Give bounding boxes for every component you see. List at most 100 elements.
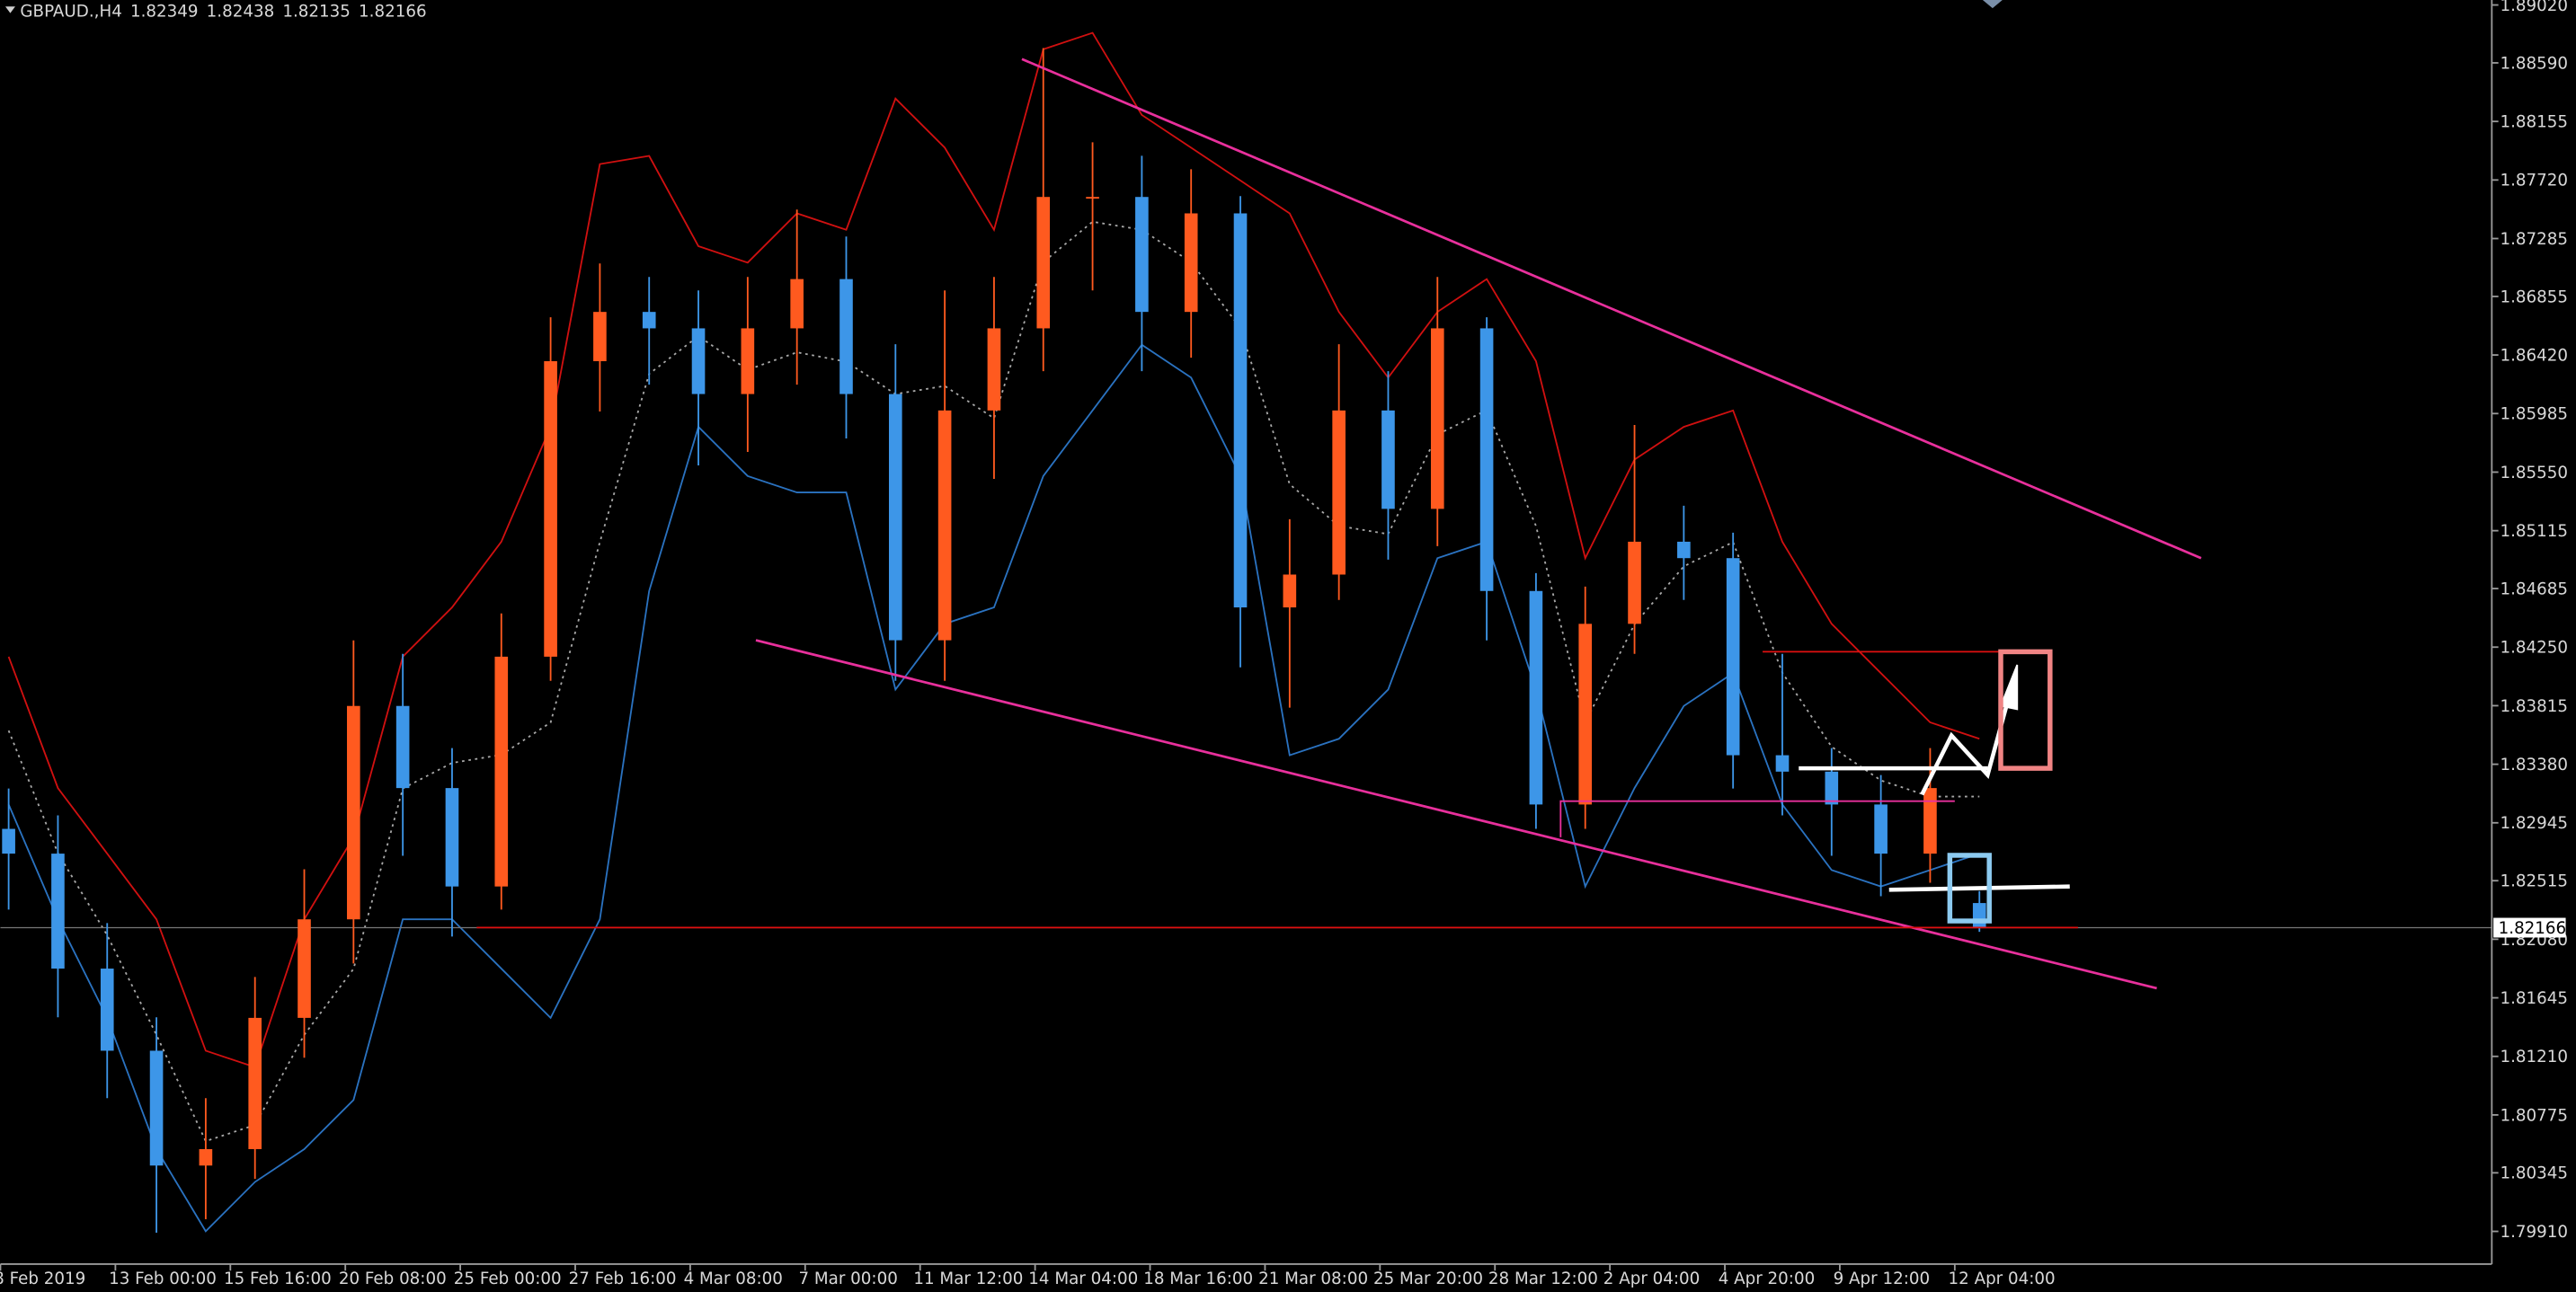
candle-body	[1135, 197, 1149, 313]
candle-body	[395, 705, 410, 789]
level-line	[1559, 800, 1955, 837]
candle-body	[1479, 328, 1494, 591]
y-tick-label: 1.89020	[2500, 0, 2568, 15]
candle-body	[1628, 541, 1641, 624]
trend-line	[1021, 58, 2202, 560]
symbol: GBPAUD.,H4	[20, 2, 121, 21]
x-tick-label: 4 Mar 08:00	[684, 1270, 783, 1288]
candle-body	[1529, 590, 1543, 805]
candle-body	[1677, 541, 1691, 559]
candle-body	[100, 969, 114, 1051]
band-line	[7, 220, 1980, 1143]
candle-body	[642, 312, 656, 329]
candle-body	[298, 919, 311, 1018]
high: 1.82438	[207, 2, 275, 21]
price-label: 1.82166	[2499, 919, 2567, 938]
candle-body	[1430, 328, 1444, 509]
x-tick-label: 25 Feb 00:00	[454, 1270, 562, 1288]
x-tick-label: 14 Mar 04:00	[1028, 1270, 1138, 1288]
menu-arrow	[4, 6, 15, 13]
x-tick-label: 28 Mar 12:00	[1488, 1270, 1598, 1288]
header: GBPAUD.,H4 1.82349 1.82438 1.82135 1.82166	[20, 2, 426, 21]
y-tick-label: 1.81210	[2500, 1048, 2568, 1066]
candle-body	[1332, 410, 1346, 575]
candle-body	[199, 1148, 213, 1166]
candle-body	[149, 1050, 164, 1166]
trend-line	[755, 639, 2157, 990]
marker	[1982, 0, 2003, 9]
y-tick-label: 1.83815	[2500, 697, 2568, 716]
y-tick-label: 1.82515	[2500, 872, 2568, 891]
y-tick-label: 1.88155	[2500, 113, 2568, 132]
y-tick-label: 1.83380	[2500, 756, 2568, 774]
candle-body	[987, 328, 1001, 411]
x-tick-label: 21 Mar 08:00	[1258, 1270, 1368, 1288]
candle-body	[1036, 197, 1051, 329]
candle-body	[1381, 410, 1395, 509]
candle-body	[691, 328, 706, 394]
candle-body	[937, 410, 952, 641]
candle-body	[1923, 788, 1937, 854]
y-tick-label: 1.88590	[2500, 54, 2568, 73]
candle-body	[1578, 624, 1593, 805]
y-tick-label: 1.86855	[2500, 288, 2568, 306]
candle-body	[248, 1017, 262, 1149]
candle-body	[1972, 903, 1986, 928]
candle-body	[1825, 771, 1839, 805]
x-tick-label: 9 Apr 12:00	[1834, 1270, 1930, 1288]
y-tick-label: 1.84685	[2500, 580, 2568, 598]
y-tick-label: 1.86420	[2500, 347, 2568, 366]
band-line	[7, 31, 1980, 1068]
candle-body	[544, 361, 557, 657]
axes	[0, 0, 2493, 1265]
entry-box	[1947, 853, 1992, 924]
x-tick-label: 7 Mar 00:00	[798, 1270, 897, 1288]
candle-body	[2, 828, 15, 854]
candle-body	[1283, 574, 1297, 608]
level-line	[1888, 884, 2070, 892]
x-tick-label: 8 Feb 2019	[0, 1270, 85, 1288]
y-tick-label: 1.87285	[2500, 230, 2568, 249]
indicator-layer	[0, 31, 2492, 1233]
candle-body	[1184, 213, 1198, 313]
band-line	[7, 343, 1980, 1233]
y-tick-label: 1.84250	[2500, 639, 2568, 658]
x-tick-label: 20 Feb 08:00	[339, 1270, 447, 1288]
y-tick-label: 1.81645	[2500, 989, 2568, 1008]
candle-body	[347, 705, 360, 920]
candle-body	[1086, 197, 1099, 199]
y-tick-label: 1.82945	[2500, 814, 2568, 833]
candle-body	[1726, 558, 1740, 756]
x-tick-label: 27 Feb 16:00	[569, 1270, 677, 1288]
drawings	[476, 0, 2202, 990]
candle-body	[593, 312, 607, 362]
y-tick-label: 1.85550	[2500, 464, 2568, 482]
x-tick-label: 15 Feb 16:00	[224, 1270, 332, 1288]
candle-body	[741, 328, 755, 394]
candle-body	[51, 854, 65, 969]
candle-body	[839, 279, 853, 394]
close: 1.82166	[359, 2, 427, 21]
x-tick-label: 2 Apr 04:00	[1603, 1270, 1700, 1288]
x-tick-label: 4 Apr 20:00	[1719, 1270, 1815, 1288]
y-tick-label: 1.87720	[2500, 172, 2568, 190]
candle-body	[888, 394, 902, 641]
forecast-arrow	[1999, 664, 2019, 711]
forecast-path	[1920, 702, 2010, 796]
y-tick-label: 1.80775	[2500, 1106, 2568, 1125]
x-tick-label: 13 Feb 00:00	[109, 1270, 217, 1288]
y-tick-label: 1.80345	[2500, 1164, 2568, 1183]
candle-body	[1874, 804, 1888, 854]
target-box	[1998, 649, 2053, 771]
candle-body	[1775, 755, 1790, 772]
open: 1.82349	[130, 2, 199, 21]
candle-body	[1233, 213, 1248, 608]
low: 1.82135	[282, 2, 351, 21]
x-tick-label: 25 Mar 20:00	[1373, 1270, 1483, 1288]
y-tick-label: 1.85115	[2500, 522, 2568, 541]
candle-layer	[2, 48, 1986, 1234]
y-tick-label: 1.85985	[2500, 405, 2568, 424]
candle-body	[790, 279, 804, 329]
